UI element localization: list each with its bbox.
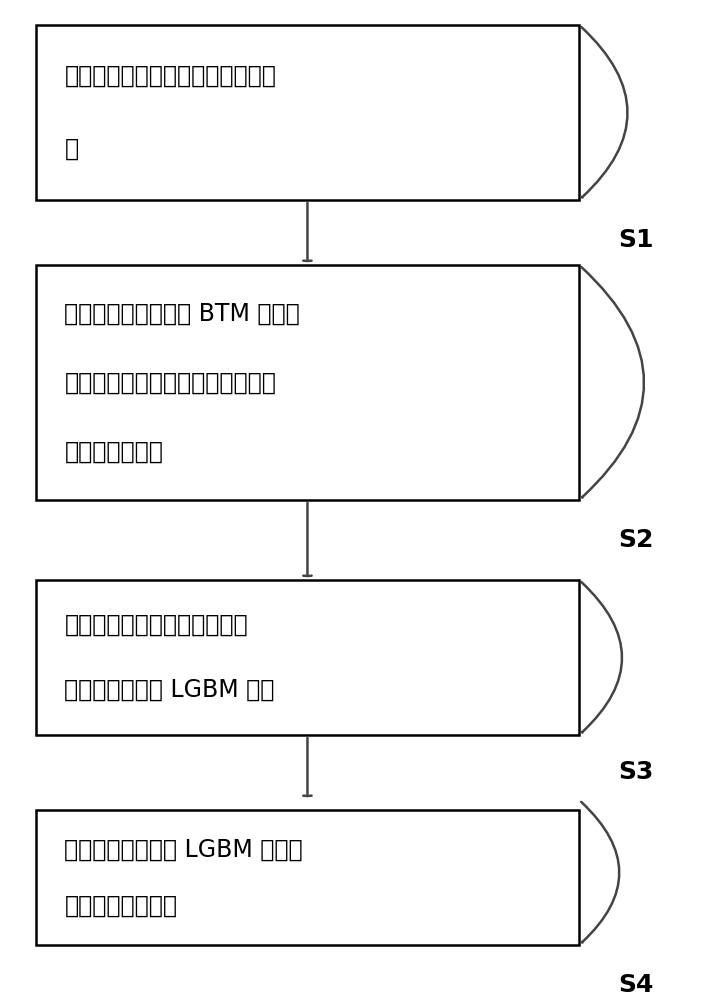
Text: S2: S2 bbox=[618, 528, 654, 552]
FancyBboxPatch shape bbox=[36, 580, 579, 735]
Text: 评论高频词训练 LGBM 模型: 评论高频词训练 LGBM 模型 bbox=[64, 678, 275, 702]
Text: 选出垃圾评论语料: 选出垃圾评论语料 bbox=[64, 894, 177, 918]
Text: 行主题挖掘，根据挖掘结果总结出: 行主题挖掘，根据挖掘结果总结出 bbox=[64, 371, 276, 395]
Text: 对所述评论数据使用 BTM 模型进: 对所述评论数据使用 BTM 模型进 bbox=[64, 301, 300, 325]
FancyArrowPatch shape bbox=[581, 267, 644, 498]
FancyArrowPatch shape bbox=[581, 582, 622, 733]
Text: 对商品进行评论抛取，获取评论数: 对商品进行评论抛取，获取评论数 bbox=[64, 64, 276, 88]
Text: S1: S1 bbox=[618, 228, 654, 252]
FancyBboxPatch shape bbox=[36, 810, 579, 945]
Text: 使用训练好的所述 LGBM 模型筛: 使用训练好的所述 LGBM 模型筛 bbox=[64, 837, 303, 861]
Text: 基于所述评论数据和所述垃微: 基于所述评论数据和所述垃微 bbox=[64, 613, 248, 637]
FancyArrowPatch shape bbox=[581, 27, 628, 198]
Text: 据: 据 bbox=[64, 137, 79, 161]
Text: 垃圾评论高频词: 垃圾评论高频词 bbox=[64, 440, 163, 464]
Text: S4: S4 bbox=[618, 973, 654, 997]
FancyBboxPatch shape bbox=[36, 265, 579, 500]
FancyBboxPatch shape bbox=[36, 25, 579, 200]
FancyArrowPatch shape bbox=[581, 802, 619, 943]
Text: S3: S3 bbox=[618, 760, 654, 784]
